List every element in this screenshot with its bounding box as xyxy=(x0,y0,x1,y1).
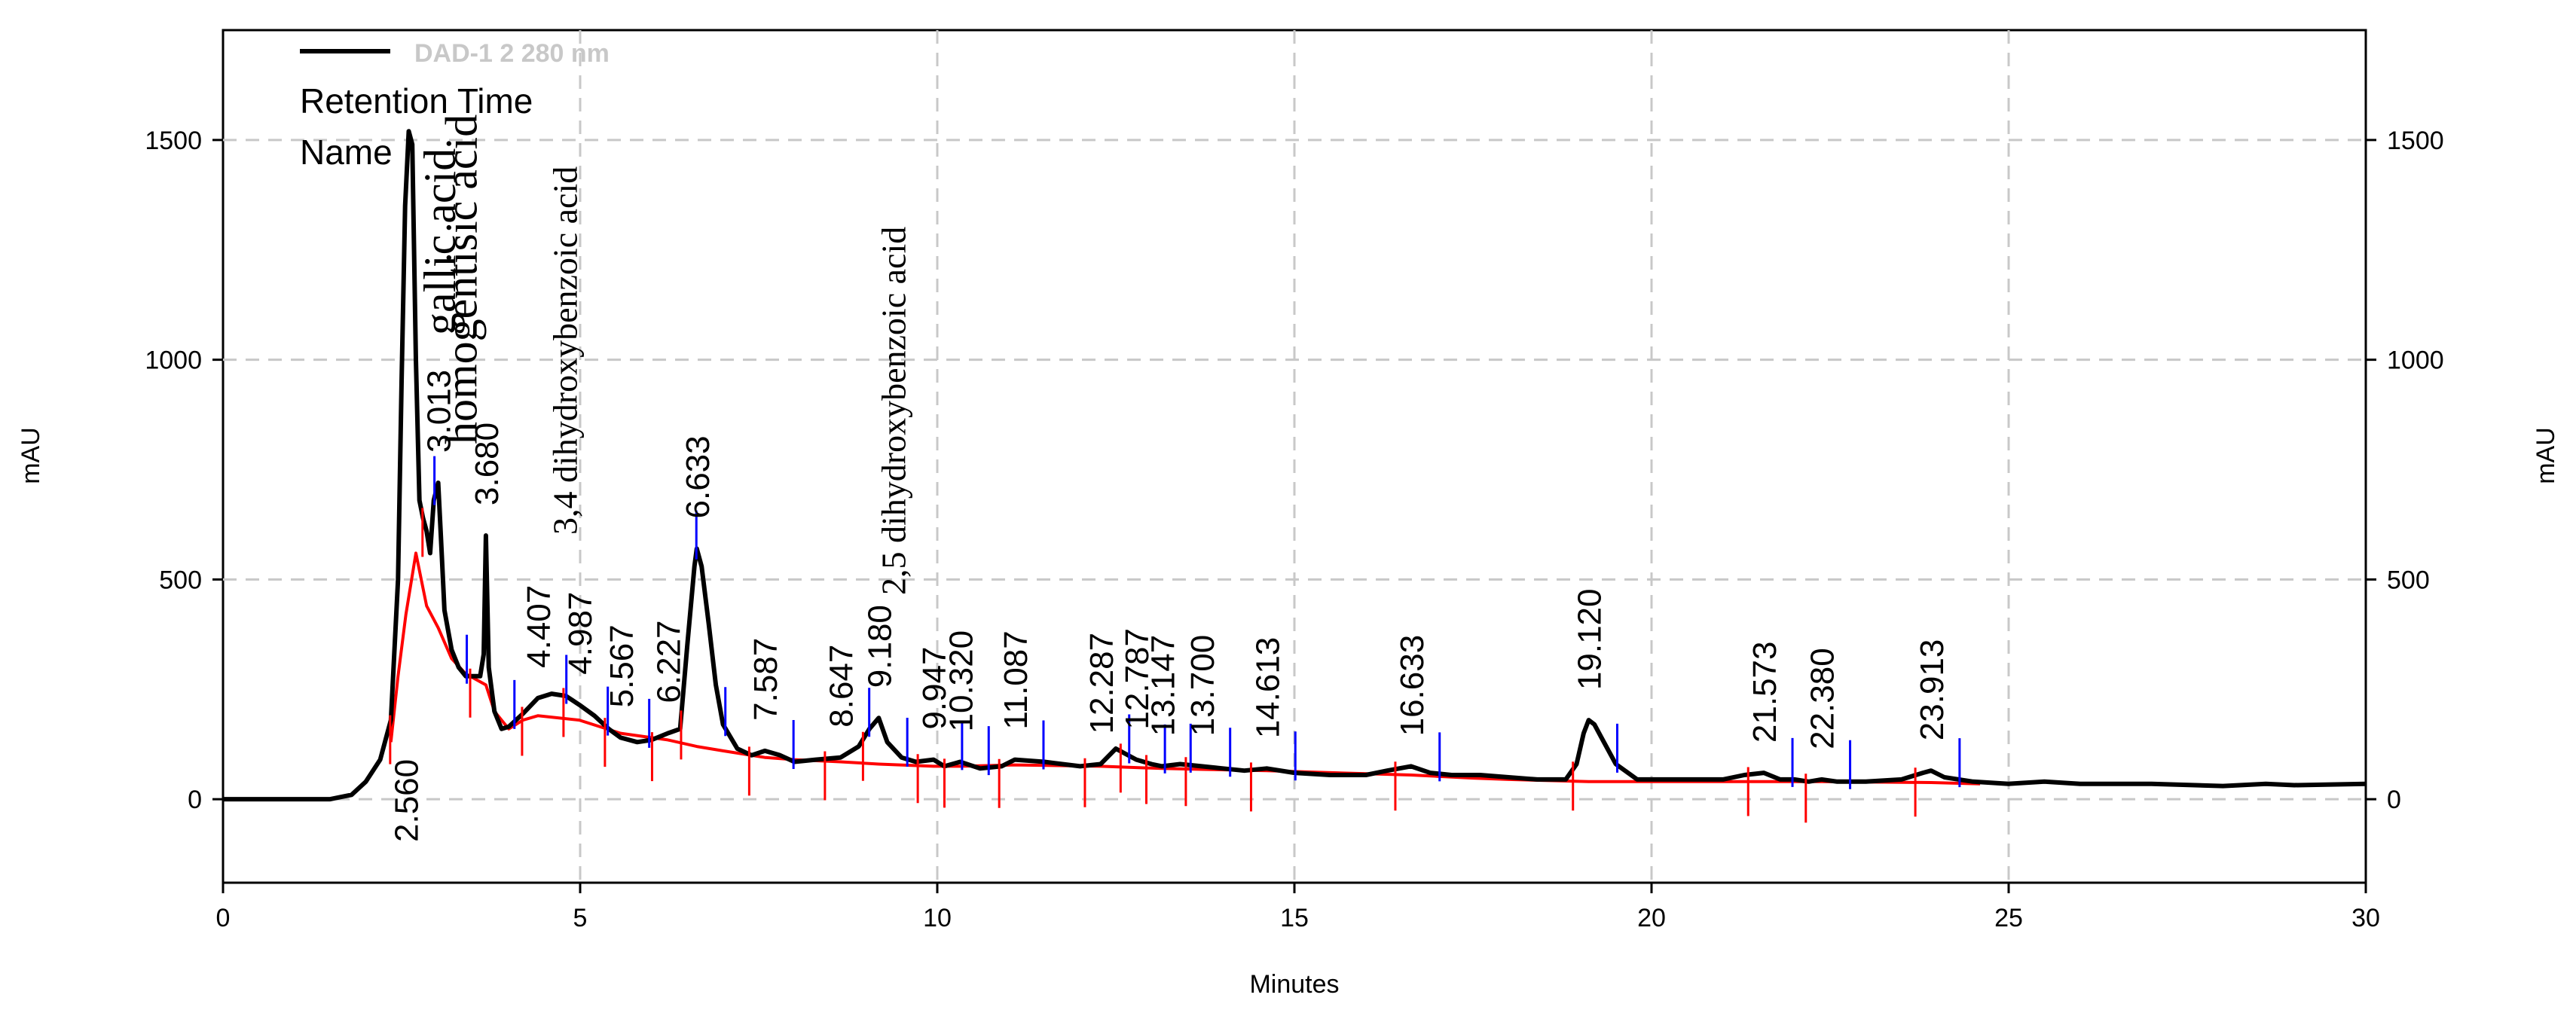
y-tick-label-left: 0 xyxy=(188,786,202,814)
x-tick-label: 15 xyxy=(1280,904,1309,932)
compound-label: 2,5 dihydroxybenzoic acid xyxy=(874,227,912,595)
x-tick-label: 30 xyxy=(2351,904,2380,932)
peak-label: 12.287 xyxy=(1083,633,1120,734)
x-axis-label: Minutes xyxy=(1249,970,1339,999)
compound-label: 3,4 dihydroxybenzoic acid xyxy=(545,166,584,535)
peak-label: 8.647 xyxy=(824,645,860,728)
peak-label: 3.680 xyxy=(469,423,506,505)
peak-label: 9.180 xyxy=(861,605,898,688)
peak-label: 6.227 xyxy=(650,620,687,703)
peak-label: 13.147 xyxy=(1144,635,1181,737)
integration-markers xyxy=(389,456,1961,823)
y-tick-label-left: 1000 xyxy=(145,346,202,375)
peak-label: 4.407 xyxy=(521,585,558,668)
peak-label: 5.567 xyxy=(604,624,640,707)
peak-labels: 2.560 3.013 3.680 4.407 4.987 5.567 6.227 6.633… xyxy=(389,114,1951,842)
x-tick-label: 20 xyxy=(1637,904,1666,932)
y-tick-label-right: 1000 xyxy=(2387,346,2444,375)
peak-label: 6.633 xyxy=(680,435,717,518)
x-tick-label: 25 xyxy=(1994,904,2023,932)
y-axis-label-left: mAU xyxy=(17,427,45,484)
axes: 0 5 10 15 20 25 30 0 0 500 500 1000 1000 1500 1500 xyxy=(145,127,2443,932)
peak-label: 21.573 xyxy=(1746,642,1783,743)
y-tick-label-right: 1500 xyxy=(2387,127,2444,155)
peak-label: 3.013 xyxy=(421,370,458,453)
peak-label: 7.587 xyxy=(747,638,784,721)
signal-line xyxy=(223,129,2367,802)
peak-label: 22.380 xyxy=(1804,648,1841,749)
x-tick-label: 5 xyxy=(573,904,588,932)
y-tick-label-left: 1500 xyxy=(145,127,202,155)
legend: DAD-1 2 280 nm Retention Time Name xyxy=(300,39,610,172)
peak-label: 13.700 xyxy=(1184,635,1221,737)
peak-label: 2.560 xyxy=(389,759,426,842)
legend-series-label: DAD-1 2 280 nm xyxy=(414,39,610,68)
peak-label: 23.913 xyxy=(1914,639,1951,741)
peak-label: 9.947 xyxy=(916,646,953,729)
peak-label: 11.087 xyxy=(998,630,1034,729)
peak-label: 14.613 xyxy=(1249,637,1286,739)
peak-label: 10.320 xyxy=(943,630,979,732)
x-tick-label: 0 xyxy=(216,904,231,932)
peak-label: 16.633 xyxy=(1394,635,1431,737)
y-tick-label-left: 500 xyxy=(159,566,202,594)
peak-label: 12.787 xyxy=(1119,628,1156,730)
compound-label: gallic acid xyxy=(415,148,465,335)
x-tick-label: 10 xyxy=(923,904,952,932)
compound-label: homogentisic acid xyxy=(437,114,487,444)
legend-retention-time: Retention Time xyxy=(300,81,533,121)
y-axis-label-right: mAU xyxy=(2532,427,2560,484)
peak-label: 19.120 xyxy=(1572,589,1609,691)
y-tick-label-right: 500 xyxy=(2387,566,2430,594)
peak-label: 4.987 xyxy=(562,592,599,675)
legend-name: Name xyxy=(300,133,393,172)
signal-series xyxy=(223,129,2367,802)
y-tick-label-right: 0 xyxy=(2387,786,2401,814)
